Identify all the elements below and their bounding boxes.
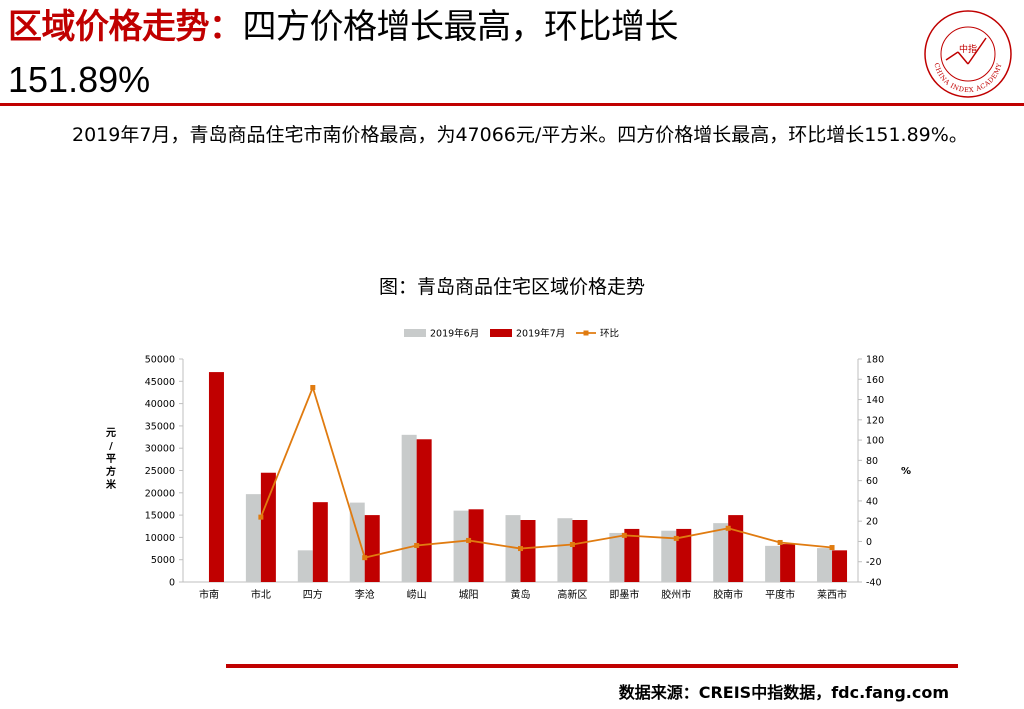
bar-june — [713, 523, 729, 582]
x-tick-label: 胶州市 — [661, 588, 691, 601]
y2-tick-label: 0 — [866, 537, 872, 548]
bar-july — [728, 515, 744, 582]
y2-tick-label: 60 — [866, 476, 878, 487]
logo-center-text: 中指 — [959, 43, 977, 55]
y-tick-label: 40000 — [145, 399, 175, 410]
x-tick-label: 四方 — [303, 588, 323, 601]
y2-tick-label: 40 — [866, 496, 878, 507]
y-tick-label: 15000 — [145, 511, 175, 522]
bar-june — [765, 545, 781, 582]
bar-july — [832, 550, 848, 582]
x-tick-label: 市南 — [199, 588, 219, 601]
y2-tick-label: -20 — [866, 557, 882, 568]
y2-tick-label: 100 — [866, 436, 884, 447]
y2-tick-label: 80 — [866, 456, 878, 467]
bar-june — [557, 518, 573, 582]
y2-axis-label: % — [901, 466, 911, 477]
bar-july — [312, 502, 328, 582]
bar-june — [297, 550, 313, 582]
bar-july — [208, 372, 224, 582]
page-title-prefix: 区域价格走势： — [8, 7, 243, 47]
bar-june — [817, 548, 833, 582]
y2-tick-label: 160 — [866, 375, 884, 386]
bar-july — [780, 544, 796, 582]
bar-june — [661, 530, 677, 582]
y-axis-label-char: 方 — [106, 465, 116, 478]
mom-point — [569, 541, 575, 547]
y2-tick-label: -40 — [866, 578, 882, 589]
y2-tick-label: 180 — [866, 355, 884, 366]
y-tick-label: 50000 — [145, 355, 175, 366]
y-axis-label-char: 元 — [106, 427, 116, 439]
y-tick-label: 20000 — [145, 488, 175, 499]
legend-swatch-june — [404, 329, 426, 337]
bar-june — [453, 510, 469, 582]
bar-july — [676, 528, 692, 582]
x-tick-label: 高新区 — [557, 588, 587, 601]
header-divider — [0, 103, 1024, 106]
x-tick-label: 李沧 — [355, 588, 375, 601]
mom-point — [777, 539, 783, 545]
y-tick-label: 10000 — [145, 533, 175, 544]
mom-point — [414, 543, 420, 549]
mom-point — [725, 525, 731, 531]
data-source: 数据来源：CREIS中指数据，fdc.fang.com — [618, 683, 949, 702]
y-tick-label: 25000 — [145, 466, 175, 477]
bar-june — [609, 532, 625, 582]
mom-point — [362, 555, 368, 561]
mom-line — [260, 384, 833, 559]
bar-july — [260, 472, 276, 582]
bar-july — [624, 528, 640, 582]
page-title-main: 四方价格增长最高，环比增长 — [242, 7, 679, 47]
mom-point — [310, 384, 316, 390]
mom-point — [258, 514, 264, 520]
y-tick-label: 45000 — [145, 377, 175, 388]
x-tick-label: 市北 — [251, 588, 271, 601]
bar-july — [416, 439, 432, 582]
x-tick-label: 城阳 — [459, 589, 479, 601]
x-tick-label: 莱西市 — [817, 588, 847, 601]
legend-swatch-july — [490, 329, 512, 337]
bar-july — [520, 520, 536, 582]
price-trend-chart: 0 5000 10000 15000 20000 25000 30000 35000 40000… — [106, 328, 911, 602]
legend-label-june: 2019年6月 — [430, 328, 479, 340]
mom-point — [518, 546, 523, 552]
chart-title: 图：青岛商品住宅区域价格走势 — [378, 276, 645, 298]
mom-point — [621, 532, 627, 538]
y-axis-label-char: / — [109, 441, 113, 452]
bar-july — [572, 520, 588, 582]
y-axis-label-char: 平 — [106, 453, 116, 465]
x-tick-label: 黄岛 — [511, 588, 531, 601]
y2-tick-label: 140 — [866, 395, 884, 406]
y-tick-label: 35000 — [145, 421, 175, 432]
summary-text: 2019年7月，青岛商品住宅市南价格最高，为47066元/平方米。四方价格增长最… — [72, 124, 968, 146]
mom-point — [673, 535, 679, 541]
legend-label-july: 2019年7月 — [516, 328, 565, 340]
x-tick-label: 胶南市 — [713, 588, 743, 601]
x-tick-label: 崂山 — [407, 589, 427, 601]
bar-june — [401, 434, 417, 582]
china-index-academy-logo: CHINA INDEX ACADEMY 中指 — [922, 8, 1014, 100]
bar-june — [505, 515, 521, 582]
page-title: 区域价格走势：四方价格增长最高，环比增长 — [8, 6, 908, 48]
y-tick-label: 30000 — [145, 444, 175, 455]
bar-july — [364, 515, 380, 582]
x-tick-label: 平度市 — [765, 588, 795, 601]
legend-marker-mom — [583, 330, 589, 336]
bar-june — [245, 494, 261, 582]
mom-point — [466, 537, 472, 543]
mom-point — [829, 545, 835, 551]
bar-july — [468, 509, 484, 582]
y2-tick-label: 120 — [866, 415, 884, 426]
y-tick-label: 0 — [169, 578, 175, 589]
x-tick-label: 即墨市 — [609, 588, 639, 601]
y-tick-label: 5000 — [151, 555, 175, 566]
legend-label-mom: 环比 — [600, 328, 619, 340]
footer-divider — [226, 664, 958, 668]
y2-tick-label: 20 — [866, 517, 878, 528]
page-title-percent: 151.89% — [8, 59, 151, 100]
y-axis-label-char: 米 — [106, 478, 117, 491]
